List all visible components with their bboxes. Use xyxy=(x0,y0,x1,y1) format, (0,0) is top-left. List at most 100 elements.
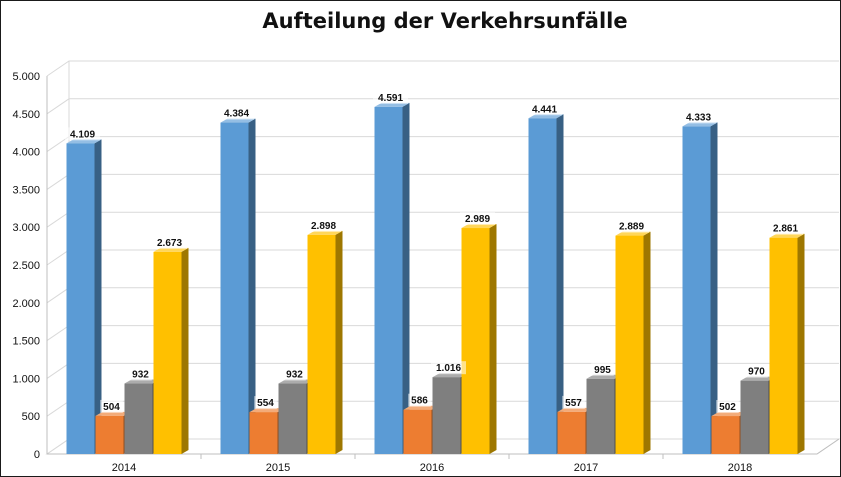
data-label-box xyxy=(373,90,408,104)
data-label-box xyxy=(254,396,277,410)
data-label-box xyxy=(527,102,562,116)
y-tick-label: 3.000 xyxy=(12,222,40,234)
axes: 0 500 1.000 1.500 2.000 2.500 3.000 3.500 4.000 4… xyxy=(12,71,840,474)
y-tick-label: 1.000 xyxy=(12,373,40,385)
data-label-box xyxy=(431,361,466,375)
x-tick-label: 2015 xyxy=(266,462,290,474)
x-tick-label: 2017 xyxy=(574,462,598,474)
bars xyxy=(66,102,805,454)
bar-front xyxy=(740,380,769,454)
y-tick-label: 5.000 xyxy=(12,71,40,83)
bar-front xyxy=(432,377,461,454)
gridline xyxy=(46,136,839,153)
gridline xyxy=(46,60,839,77)
data-label: 4.333 xyxy=(686,112,711,123)
x-tick-label: 2016 xyxy=(420,462,444,474)
bar xyxy=(249,408,285,454)
data-label: 995 xyxy=(594,365,611,376)
bar xyxy=(615,231,651,454)
data-label: 502 xyxy=(719,402,736,413)
data-label: 504 xyxy=(103,402,120,413)
bar-side xyxy=(710,122,718,454)
bar-front xyxy=(528,118,557,454)
bar-side xyxy=(797,233,805,454)
y-tick-label: 2.000 xyxy=(12,298,40,310)
data-label: 4.109 xyxy=(70,129,95,140)
bar xyxy=(682,122,718,454)
data-label: 557 xyxy=(565,398,582,409)
bar-side xyxy=(556,114,564,454)
bar-side xyxy=(94,139,102,454)
bar-front xyxy=(153,251,182,454)
bar-side xyxy=(402,102,410,454)
data-label-box xyxy=(768,221,803,235)
bar xyxy=(66,139,102,454)
data-label-box xyxy=(562,395,585,409)
data-label-box xyxy=(681,110,716,124)
data-label-box xyxy=(614,219,649,233)
bar-front xyxy=(220,122,249,454)
chart-title: Aufteilung der Verkehrsunfälle xyxy=(262,9,627,33)
data-label: 4.384 xyxy=(224,109,249,120)
bar-top xyxy=(66,139,102,144)
data-labels: 4.109 504 932 2.673 4.384 554 932 2.898 4.591 586… xyxy=(65,90,803,414)
x-tick-label: 2014 xyxy=(112,462,136,474)
gridline xyxy=(46,98,839,115)
bar xyxy=(220,118,256,454)
gridline xyxy=(46,211,839,228)
data-label-box xyxy=(306,218,341,232)
bar-front xyxy=(682,126,711,454)
data-label-box xyxy=(460,212,495,226)
data-label: 2.889 xyxy=(619,222,644,233)
bar xyxy=(528,114,564,454)
bar-front xyxy=(557,411,586,454)
data-label-box xyxy=(65,127,100,141)
data-label: 586 xyxy=(411,396,428,407)
bar-front xyxy=(307,234,336,454)
bar xyxy=(153,247,189,454)
floor-corner xyxy=(816,438,840,455)
y-tick-label: 4.000 xyxy=(12,147,40,159)
data-label-box xyxy=(219,106,254,120)
bar-front xyxy=(95,415,124,454)
bar-front xyxy=(66,143,95,454)
data-label: 2.673 xyxy=(157,238,182,249)
data-label-box xyxy=(745,364,768,378)
bar-front xyxy=(461,228,490,454)
bar-front xyxy=(769,237,798,454)
bar-front xyxy=(249,412,278,454)
bar-front xyxy=(403,409,432,454)
bar-front xyxy=(374,106,403,454)
data-label: 554 xyxy=(257,398,274,409)
y-tick-label: 2.500 xyxy=(12,260,40,272)
data-label-box xyxy=(283,367,306,381)
bar-front xyxy=(278,383,307,454)
data-label: 2.989 xyxy=(465,214,490,225)
y-tick-label: 500 xyxy=(22,411,40,423)
bar-front xyxy=(711,416,740,454)
bar xyxy=(769,233,805,454)
bar-side xyxy=(248,118,256,454)
bar-side xyxy=(643,231,651,454)
x-tick-label: 2018 xyxy=(728,462,752,474)
data-label: 932 xyxy=(286,370,303,381)
y-tick-label: 4.500 xyxy=(12,109,40,121)
data-label-box xyxy=(591,362,614,376)
bar xyxy=(461,224,497,454)
bar-side xyxy=(181,247,189,454)
y-tick-label: 3.500 xyxy=(12,184,40,196)
y-tick-label: 1.500 xyxy=(12,336,40,348)
data-label-box xyxy=(129,367,152,381)
gridline xyxy=(46,173,839,190)
data-label: 932 xyxy=(132,370,149,381)
bar-front xyxy=(615,235,644,454)
data-label: 970 xyxy=(748,367,765,378)
bar-front xyxy=(586,378,615,454)
y-tick-label: 0 xyxy=(34,449,40,461)
data-label-box xyxy=(100,399,123,413)
bar-side xyxy=(335,230,343,454)
data-label-box xyxy=(152,235,187,249)
data-label: 2.861 xyxy=(773,224,798,235)
